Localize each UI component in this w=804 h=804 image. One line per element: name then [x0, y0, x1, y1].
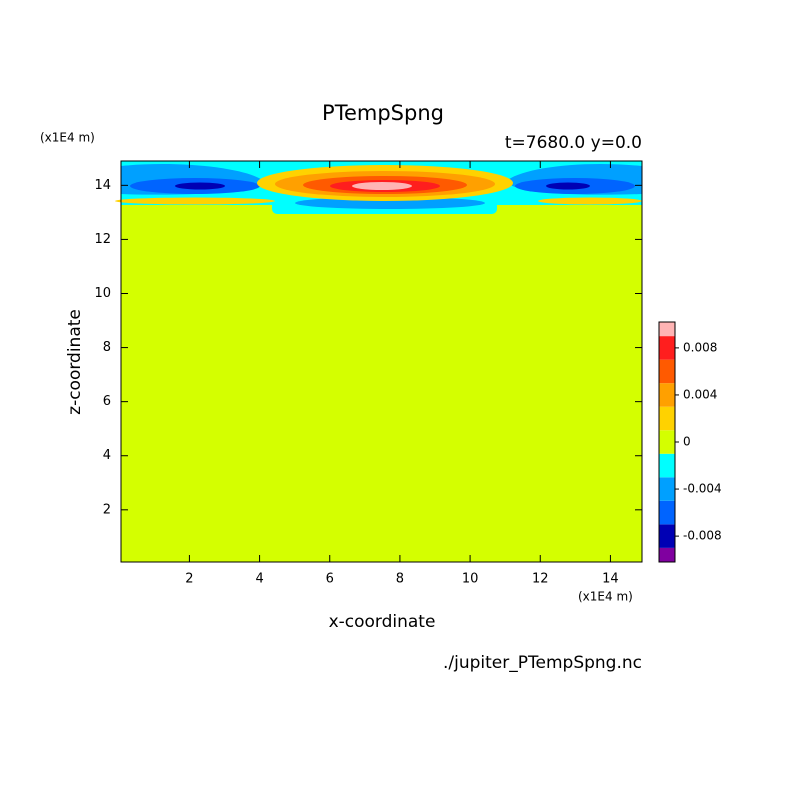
colorbar-cell — [659, 547, 675, 562]
colorbar-cell — [659, 322, 675, 337]
x-tick-label: 10 — [462, 572, 479, 587]
y-tick-label: 14 — [94, 178, 111, 193]
contour-region — [115, 197, 275, 205]
y-tick-label: 10 — [94, 286, 111, 301]
colorbar-tick-label: -0.008 — [683, 529, 722, 543]
colorbar-tick-label: 0 — [683, 435, 691, 449]
colorbar-cell — [659, 336, 675, 360]
contour-region — [295, 197, 485, 209]
x-tick-label: 14 — [602, 572, 619, 587]
contour-region — [121, 161, 642, 562]
colorbar-cell — [659, 500, 675, 525]
y-tick-label: 4 — [103, 448, 111, 463]
plot-frame — [120, 160, 643, 563]
y-tick-label: 6 — [103, 394, 111, 409]
plot-area — [115, 160, 643, 563]
contour-region — [538, 197, 642, 205]
colorbar-cell — [659, 477, 675, 501]
contour-region — [175, 182, 225, 190]
y-axis-label: z-coordinate — [65, 309, 85, 415]
colorbar-cell — [659, 453, 675, 478]
x-tick-label: 6 — [326, 572, 334, 587]
contour-region — [546, 182, 590, 190]
y-units: (x1E4 m) — [40, 131, 95, 145]
chart-title: PTempSpng — [322, 101, 444, 125]
file-name: ./jupiter_PTempSpng.nc — [443, 653, 642, 673]
x-tick-label: 2 — [185, 572, 193, 587]
x-tick-label: 8 — [396, 572, 404, 587]
subtitle: t=7680.0 y=0.0 — [505, 133, 642, 153]
y-tick-label: 8 — [103, 340, 111, 355]
x-tick-label: 4 — [255, 572, 263, 587]
contour-region — [352, 182, 412, 190]
colorbar-cell — [659, 406, 675, 431]
colorbar-cell — [659, 359, 675, 384]
x-axis-label: x-coordinate — [329, 612, 436, 632]
colorbar-tick-label: -0.004 — [683, 482, 722, 496]
colorbar-cell — [659, 383, 675, 407]
colorbar-tick-label: 0.008 — [683, 340, 717, 354]
x-tick-label: 12 — [532, 572, 549, 587]
colorbar-cell — [659, 524, 675, 548]
colorbar-cell — [659, 430, 675, 454]
y-tick-label: 2 — [103, 502, 111, 517]
x-units: (x1E4 m) — [578, 590, 633, 604]
colorbar-tick-label: 0.004 — [683, 387, 717, 401]
y-tick-label: 12 — [94, 232, 111, 247]
